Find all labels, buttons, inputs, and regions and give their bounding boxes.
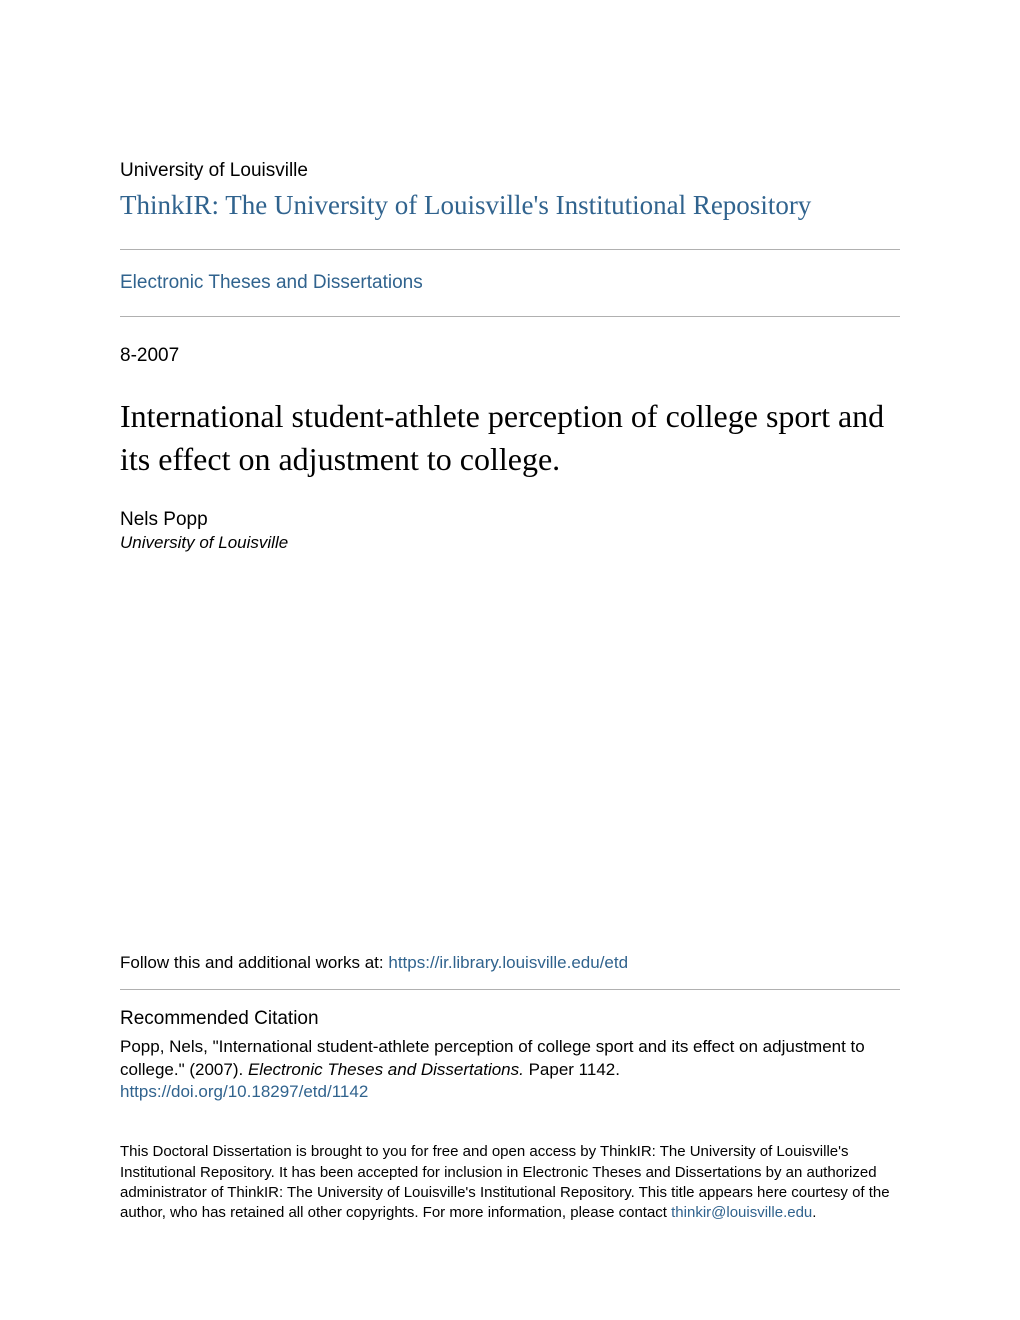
author-name: Nels Popp <box>120 509 900 531</box>
citation-part2: Paper 1142. <box>524 1060 620 1079</box>
author-affiliation: University of Louisville <box>120 533 900 553</box>
divider-collection <box>120 316 900 317</box>
citation-source: Electronic Theses and Dissertations. <box>248 1060 524 1079</box>
recommended-citation-heading: Recommended Citation <box>120 1008 900 1030</box>
repository-title-link[interactable]: ThinkIR: The University of Louisville's … <box>120 190 900 221</box>
doi-link[interactable]: https://doi.org/10.18297/etd/1142 <box>120 1082 900 1102</box>
follow-works-link[interactable]: https://ir.library.louisville.edu/etd <box>388 953 628 972</box>
institution-name: University of Louisville <box>120 160 900 182</box>
citation-text: Popp, Nels, "International student-athle… <box>120 1036 900 1082</box>
divider-follow <box>120 989 900 990</box>
footer-disclaimer: This Doctoral Dissertation is brought to… <box>120 1142 900 1223</box>
contact-email-link[interactable]: thinkir@louisville.edu <box>671 1204 812 1221</box>
footer-text-part2: . <box>812 1204 816 1221</box>
document-title: International student-athlete perception… <box>120 395 900 481</box>
collection-link[interactable]: Electronic Theses and Dissertations <box>120 272 900 294</box>
follow-prefix: Follow this and additional works at: <box>120 953 388 972</box>
follow-works-section: Follow this and additional works at: htt… <box>120 953 900 973</box>
divider-top <box>120 249 900 250</box>
publication-date: 8-2007 <box>120 345 900 367</box>
